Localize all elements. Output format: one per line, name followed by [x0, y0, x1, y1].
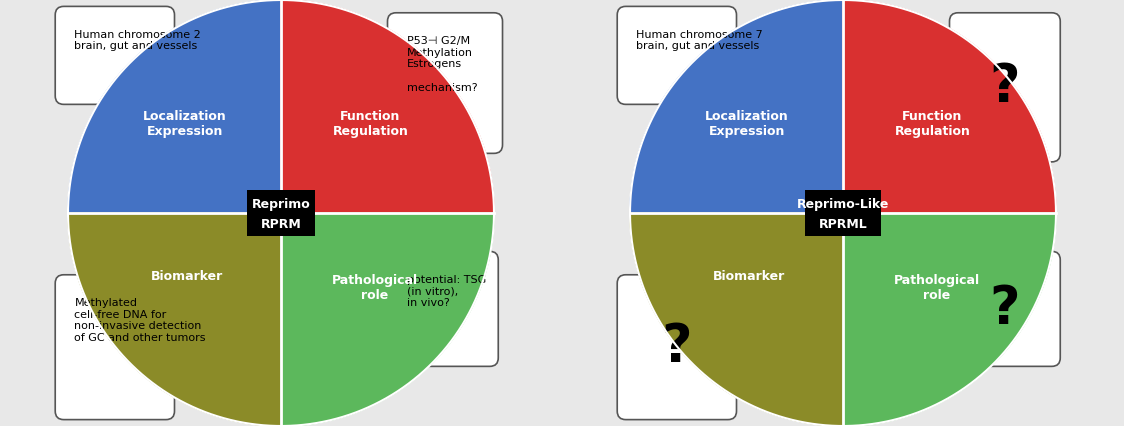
Text: Reprimo: Reprimo [252, 198, 310, 211]
Polygon shape [629, 0, 843, 213]
FancyBboxPatch shape [950, 251, 1060, 366]
Text: Methylated
cell-free DNA for
non-invasive detection
of GC and other tumors: Methylated cell-free DNA for non-invasiv… [74, 298, 206, 343]
FancyBboxPatch shape [950, 13, 1060, 162]
FancyBboxPatch shape [617, 275, 736, 420]
Text: Pathological
role: Pathological role [894, 273, 980, 302]
Text: potential: TSG
(in vitro),
in vivo?: potential: TSG (in vitro), in vivo? [407, 275, 486, 308]
Polygon shape [843, 0, 1057, 213]
Text: RPRML: RPRML [818, 218, 868, 231]
FancyBboxPatch shape [388, 251, 498, 366]
FancyBboxPatch shape [55, 6, 174, 104]
Polygon shape [843, 213, 1057, 426]
Polygon shape [67, 213, 281, 426]
Text: Biomarker: Biomarker [713, 271, 786, 283]
Polygon shape [281, 213, 495, 426]
Text: Function
Regulation: Function Regulation [333, 109, 408, 138]
Text: Biomarker: Biomarker [151, 271, 224, 283]
Text: Reprimo-Like: Reprimo-Like [797, 198, 889, 211]
Polygon shape [629, 213, 843, 426]
FancyBboxPatch shape [247, 190, 315, 236]
FancyBboxPatch shape [55, 275, 174, 420]
Text: P53⊣ G2/M
Methylation
Estrogens

mechanism?: P53⊣ G2/M Methylation Estrogens mechanis… [407, 36, 478, 92]
Text: Human chromosome 2
brain, gut and vessels: Human chromosome 2 brain, gut and vessel… [74, 30, 201, 52]
FancyBboxPatch shape [805, 190, 881, 236]
Text: RPRM: RPRM [261, 218, 301, 231]
FancyBboxPatch shape [617, 6, 736, 104]
Text: Pathological
role: Pathological role [332, 273, 418, 302]
FancyBboxPatch shape [388, 13, 502, 153]
Text: Human chromosome 7
brain, gut and vessels: Human chromosome 7 brain, gut and vessel… [636, 30, 763, 52]
Polygon shape [281, 0, 495, 213]
Text: ?: ? [989, 61, 1021, 113]
Text: Localization
Expression: Localization Expression [143, 109, 227, 138]
Text: ?: ? [989, 283, 1021, 335]
Polygon shape [67, 0, 281, 213]
Text: Localization
Expression: Localization Expression [705, 109, 789, 138]
Text: Function
Regulation: Function Regulation [895, 109, 970, 138]
Text: ?: ? [662, 321, 692, 373]
